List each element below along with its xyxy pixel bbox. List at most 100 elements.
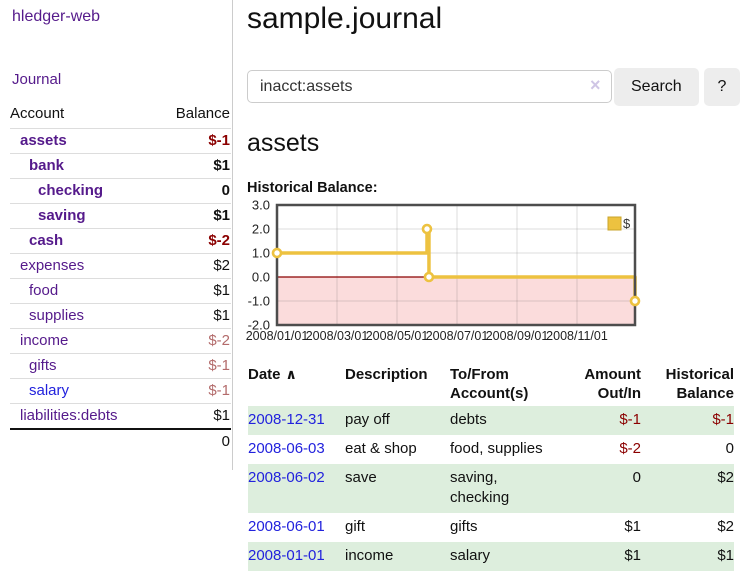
transaction-balance: $2 xyxy=(717,518,734,535)
account-link-food[interactable]: food xyxy=(29,282,59,299)
register-row: 2008-06-03 eat & shop food, supplies $-2… xyxy=(248,435,734,464)
account-link-gifts[interactable]: gifts xyxy=(29,357,57,374)
page-title: sample.journal xyxy=(247,2,443,35)
transaction-accounts: debts xyxy=(450,411,487,428)
search-button[interactable]: Search xyxy=(614,68,699,106)
account-link-salary[interactable]: salary xyxy=(29,382,70,399)
date-column-header[interactable]: Date ∧ xyxy=(248,366,297,383)
search-input[interactable] xyxy=(247,70,612,103)
account-link-expenses[interactable]: expenses xyxy=(20,257,85,274)
app-title-link[interactable]: hledger-web xyxy=(12,8,101,25)
transaction-date-link[interactable]: 2008-06-03 xyxy=(248,440,325,457)
transaction-balance: $2 xyxy=(717,469,734,486)
register-header-row: Date ∧ Description To/From Account(s) Amo… xyxy=(248,363,734,406)
sort-ascending-icon: ∧ xyxy=(285,366,297,382)
svg-text:1.0: 1.0 xyxy=(252,246,270,261)
accounts-total-row: 0 xyxy=(10,428,231,454)
account-row: bank $1 xyxy=(10,153,231,179)
transaction-balance: 0 xyxy=(725,440,734,457)
svg-text:2.0: 2.0 xyxy=(252,222,270,237)
register-row: 2008-06-01 gift gifts $1 $2 xyxy=(248,513,734,542)
transaction-accounts: food, supplies xyxy=(450,440,543,457)
account-balance: $1 xyxy=(156,203,231,229)
account-balance: $-1 xyxy=(156,353,231,379)
help-button[interactable]: ? xyxy=(704,68,740,106)
legend-swatch xyxy=(607,216,622,231)
register-row: 2008-06-02 save saving, checking 0 $2 xyxy=(248,464,734,513)
transaction-description: save xyxy=(345,469,377,486)
transaction-balance: $1 xyxy=(717,547,734,564)
description-column-header: Description xyxy=(345,366,428,383)
transaction-accounts: gifts xyxy=(450,518,478,535)
account-row: expenses $2 xyxy=(10,253,231,279)
svg-text:3.0: 3.0 xyxy=(252,198,270,213)
svg-text:2008/03/01: 2008/03/01 xyxy=(306,329,369,343)
account-row: assets $-1 xyxy=(10,128,231,154)
account-link-liabilities-debts[interactable]: liabilities:debts xyxy=(20,407,118,424)
amount-column-header: Amount Out/In xyxy=(584,366,641,402)
svg-text:2008/09/01: 2008/09/01 xyxy=(486,329,549,343)
account-link-supplies[interactable]: supplies xyxy=(29,307,85,324)
svg-text:2008/01/01: 2008/01/01 xyxy=(246,329,309,343)
account-row: food $1 xyxy=(10,278,231,304)
transaction-description: income xyxy=(345,547,394,564)
account-link-checking[interactable]: checking xyxy=(38,182,104,199)
accounts-total-value: 0 xyxy=(156,428,231,454)
account-link-bank[interactable]: bank xyxy=(29,157,65,174)
svg-text:0.0: 0.0 xyxy=(252,270,270,285)
account-balance: $-1 xyxy=(156,378,231,404)
account-row: supplies $1 xyxy=(10,303,231,329)
transaction-date-link[interactable]: 2008-06-02 xyxy=(248,469,325,486)
transaction-amount: $-2 xyxy=(619,440,641,457)
account-link-income[interactable]: income xyxy=(20,332,69,349)
transaction-description: pay off xyxy=(345,411,390,428)
transaction-date-link[interactable]: 2008-12-31 xyxy=(248,411,325,428)
account-row: checking 0 xyxy=(10,178,231,204)
accounts-column-header: To/From Account(s) xyxy=(450,366,529,402)
balance-column-header: Balance xyxy=(175,105,230,122)
transaction-description: eat & shop xyxy=(345,440,417,457)
sidebar-item-journal[interactable]: Journal xyxy=(12,71,62,88)
svg-text:-1.0: -1.0 xyxy=(248,294,270,309)
svg-text:2008/05/01: 2008/05/01 xyxy=(366,329,429,343)
transaction-amount: $1 xyxy=(624,518,641,535)
account-link-assets[interactable]: assets xyxy=(20,132,67,149)
svg-text:$: $ xyxy=(623,216,631,231)
account-row: income $-2 xyxy=(10,328,231,354)
account-balance: $-1 xyxy=(156,128,231,154)
account-row: salary $-1 xyxy=(10,378,231,404)
historical-balance-chart: $3.0 2.0 1.0 0.0 -1.0 -2.02008/01/012008/03/0… xyxy=(246,198,641,343)
transaction-accounts: saving, checking xyxy=(450,469,510,506)
balance-column-header: Historical Balance xyxy=(665,366,734,402)
account-row: liabilities:debts $1 xyxy=(10,403,231,429)
transaction-balance: $-1 xyxy=(712,411,734,428)
chart-title: Historical Balance: xyxy=(247,180,378,196)
clear-search-icon[interactable]: × xyxy=(590,75,601,95)
register-row: 2008-01-01 income salary $1 $1 xyxy=(248,542,734,571)
account-link-saving[interactable]: saving xyxy=(38,207,86,224)
account-link-cash[interactable]: cash xyxy=(29,232,64,249)
transaction-amount: $-1 xyxy=(619,411,641,428)
account-row: cash $-2 xyxy=(10,228,231,254)
register-row: 2008-12-31 pay off debts $-1 $-1 xyxy=(248,406,734,435)
account-balance: $-2 xyxy=(156,328,231,354)
account-balance: $2 xyxy=(156,253,231,279)
transaction-description: gift xyxy=(345,518,366,535)
svg-text:2008/07/01: 2008/07/01 xyxy=(426,329,489,343)
accounts-balance-table: Account Balance assets $-1 bank $1 check… xyxy=(10,103,231,454)
sidebar: hledger-web Journal Account Balance asse… xyxy=(0,0,233,470)
account-heading: assets xyxy=(247,129,320,157)
svg-text:2008/11/01: 2008/11/01 xyxy=(546,329,608,343)
transaction-amount: $1 xyxy=(624,547,641,564)
account-balance: $1 xyxy=(156,278,231,304)
transaction-date-link[interactable]: 2008-06-01 xyxy=(248,518,325,535)
transaction-amount: 0 xyxy=(632,469,641,486)
account-balance: $1 xyxy=(156,403,231,429)
account-balance: $-2 xyxy=(156,228,231,254)
transaction-accounts: salary xyxy=(450,547,491,564)
accounts-column-header: Account xyxy=(10,105,65,122)
transaction-date-link[interactable]: 2008-01-01 xyxy=(248,547,325,564)
account-row: gifts $-1 xyxy=(10,353,231,379)
account-balance: 0 xyxy=(156,178,231,204)
